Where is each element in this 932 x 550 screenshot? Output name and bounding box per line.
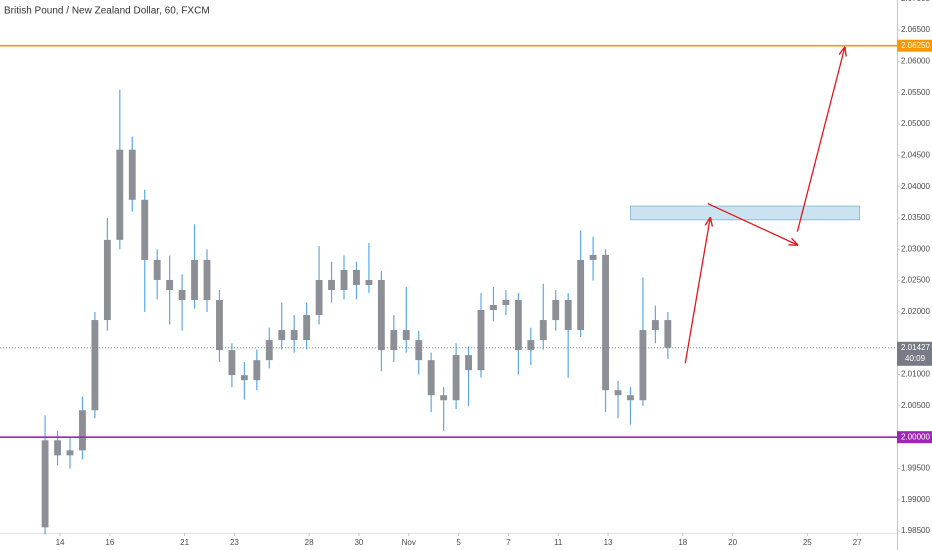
y-tick-label: 2.03000 [901, 244, 930, 253]
candle-body [627, 395, 634, 401]
candle-body [278, 330, 286, 341]
candle-body [639, 330, 647, 401]
x-tick-label: 25 [803, 538, 812, 547]
candle-body [253, 360, 261, 381]
y-tick-label: 2.00500 [901, 401, 930, 410]
y-tick-label: 1.99500 [901, 464, 930, 473]
price-label: 2.01427 [901, 343, 930, 352]
y-tick-label: 2.05500 [901, 88, 930, 97]
candle-body [290, 330, 298, 341]
x-tick-label: 30 [354, 538, 363, 547]
candle-body [415, 340, 423, 361]
candle-body [602, 254, 609, 391]
x-tick-label: 11 [554, 538, 563, 547]
price-label: 2.00000 [901, 432, 930, 441]
x-tick-label: 18 [678, 538, 687, 547]
candle-body [377, 279, 385, 351]
candle-body [664, 320, 672, 348]
candle-body [365, 279, 373, 285]
y-tick-label: 2.01000 [901, 370, 930, 379]
candle-body [128, 149, 136, 200]
x-tick-label: 23 [230, 538, 239, 547]
candle-body [178, 289, 186, 301]
candle-body [465, 355, 472, 371]
x-tick-label: Nov [402, 538, 416, 547]
candle-body [54, 440, 61, 456]
candle-body [577, 259, 585, 331]
candle-body [265, 340, 273, 361]
candle-body [614, 390, 622, 396]
arrow [796, 48, 844, 232]
candle-body [79, 410, 86, 451]
y-tick-label: 1.98500 [901, 526, 930, 535]
y-tick-label: 2.06500 [901, 25, 930, 34]
x-tick-label: 16 [105, 538, 114, 547]
candle-body [502, 300, 510, 306]
candle-body [527, 340, 535, 351]
countdown-label: 40:09 [905, 354, 926, 363]
candle-body [103, 239, 111, 321]
x-tick-label: 20 [728, 538, 737, 547]
candle-body [166, 279, 174, 290]
x-tick-label: 28 [305, 538, 314, 547]
x-tick-label: 13 [604, 538, 613, 547]
x-tick-label: 21 [180, 538, 189, 547]
y-tick-label: 2.07000 [901, 0, 930, 3]
candle-body [651, 320, 659, 331]
y-tick-label: 2.05000 [901, 119, 930, 128]
candle-body [216, 300, 223, 351]
candle-body [477, 310, 485, 371]
price-label-box [897, 39, 932, 52]
candle-body [564, 300, 572, 331]
candle-body [315, 279, 323, 316]
x-tick-label: 7 [506, 538, 511, 547]
candle-body [141, 199, 149, 260]
candle-body [514, 300, 522, 351]
arrow [707, 202, 798, 245]
candle-body [91, 320, 99, 411]
candle-body [228, 350, 236, 376]
zone [630, 205, 861, 221]
candle-body [240, 375, 248, 381]
x-tick-label: 14 [56, 538, 65, 547]
candle-body [440, 395, 448, 401]
price-label-box [897, 341, 932, 366]
candle-body [353, 269, 360, 285]
candle-body [41, 440, 49, 528]
candle-body [340, 269, 348, 290]
candle-body [539, 320, 547, 341]
price-label-box [897, 431, 932, 444]
y-tick-label: 2.04500 [901, 150, 930, 159]
candle-body [203, 259, 211, 301]
candle-body [452, 355, 460, 401]
candle-body [490, 305, 497, 311]
y-tick-label: 2.04000 [901, 182, 930, 191]
candle-body [66, 450, 74, 456]
y-tick-label: 1.99000 [901, 495, 930, 504]
price-label: 2.06250 [901, 41, 930, 50]
y-tick-label: 2.02000 [901, 307, 930, 316]
candle-body [552, 300, 560, 321]
candle-body [390, 330, 398, 351]
y-tick-label: 2.03500 [901, 213, 930, 222]
candle-body [153, 259, 161, 280]
candle-body [328, 279, 335, 290]
chart-title: British Pound / New Zealand Dollar, 60, … [4, 6, 210, 17]
x-tick-label: 27 [853, 538, 862, 547]
candle-body [303, 315, 311, 341]
candle-body [589, 254, 597, 260]
candle-body [191, 259, 198, 301]
y-tick-label: 2.02500 [901, 276, 930, 285]
candle-body [116, 149, 124, 240]
candle-body [402, 330, 410, 341]
arrow [684, 218, 710, 364]
y-tick-label: 2.06000 [901, 56, 930, 65]
x-tick-label: 5 [456, 538, 461, 547]
candle-body [427, 360, 435, 396]
